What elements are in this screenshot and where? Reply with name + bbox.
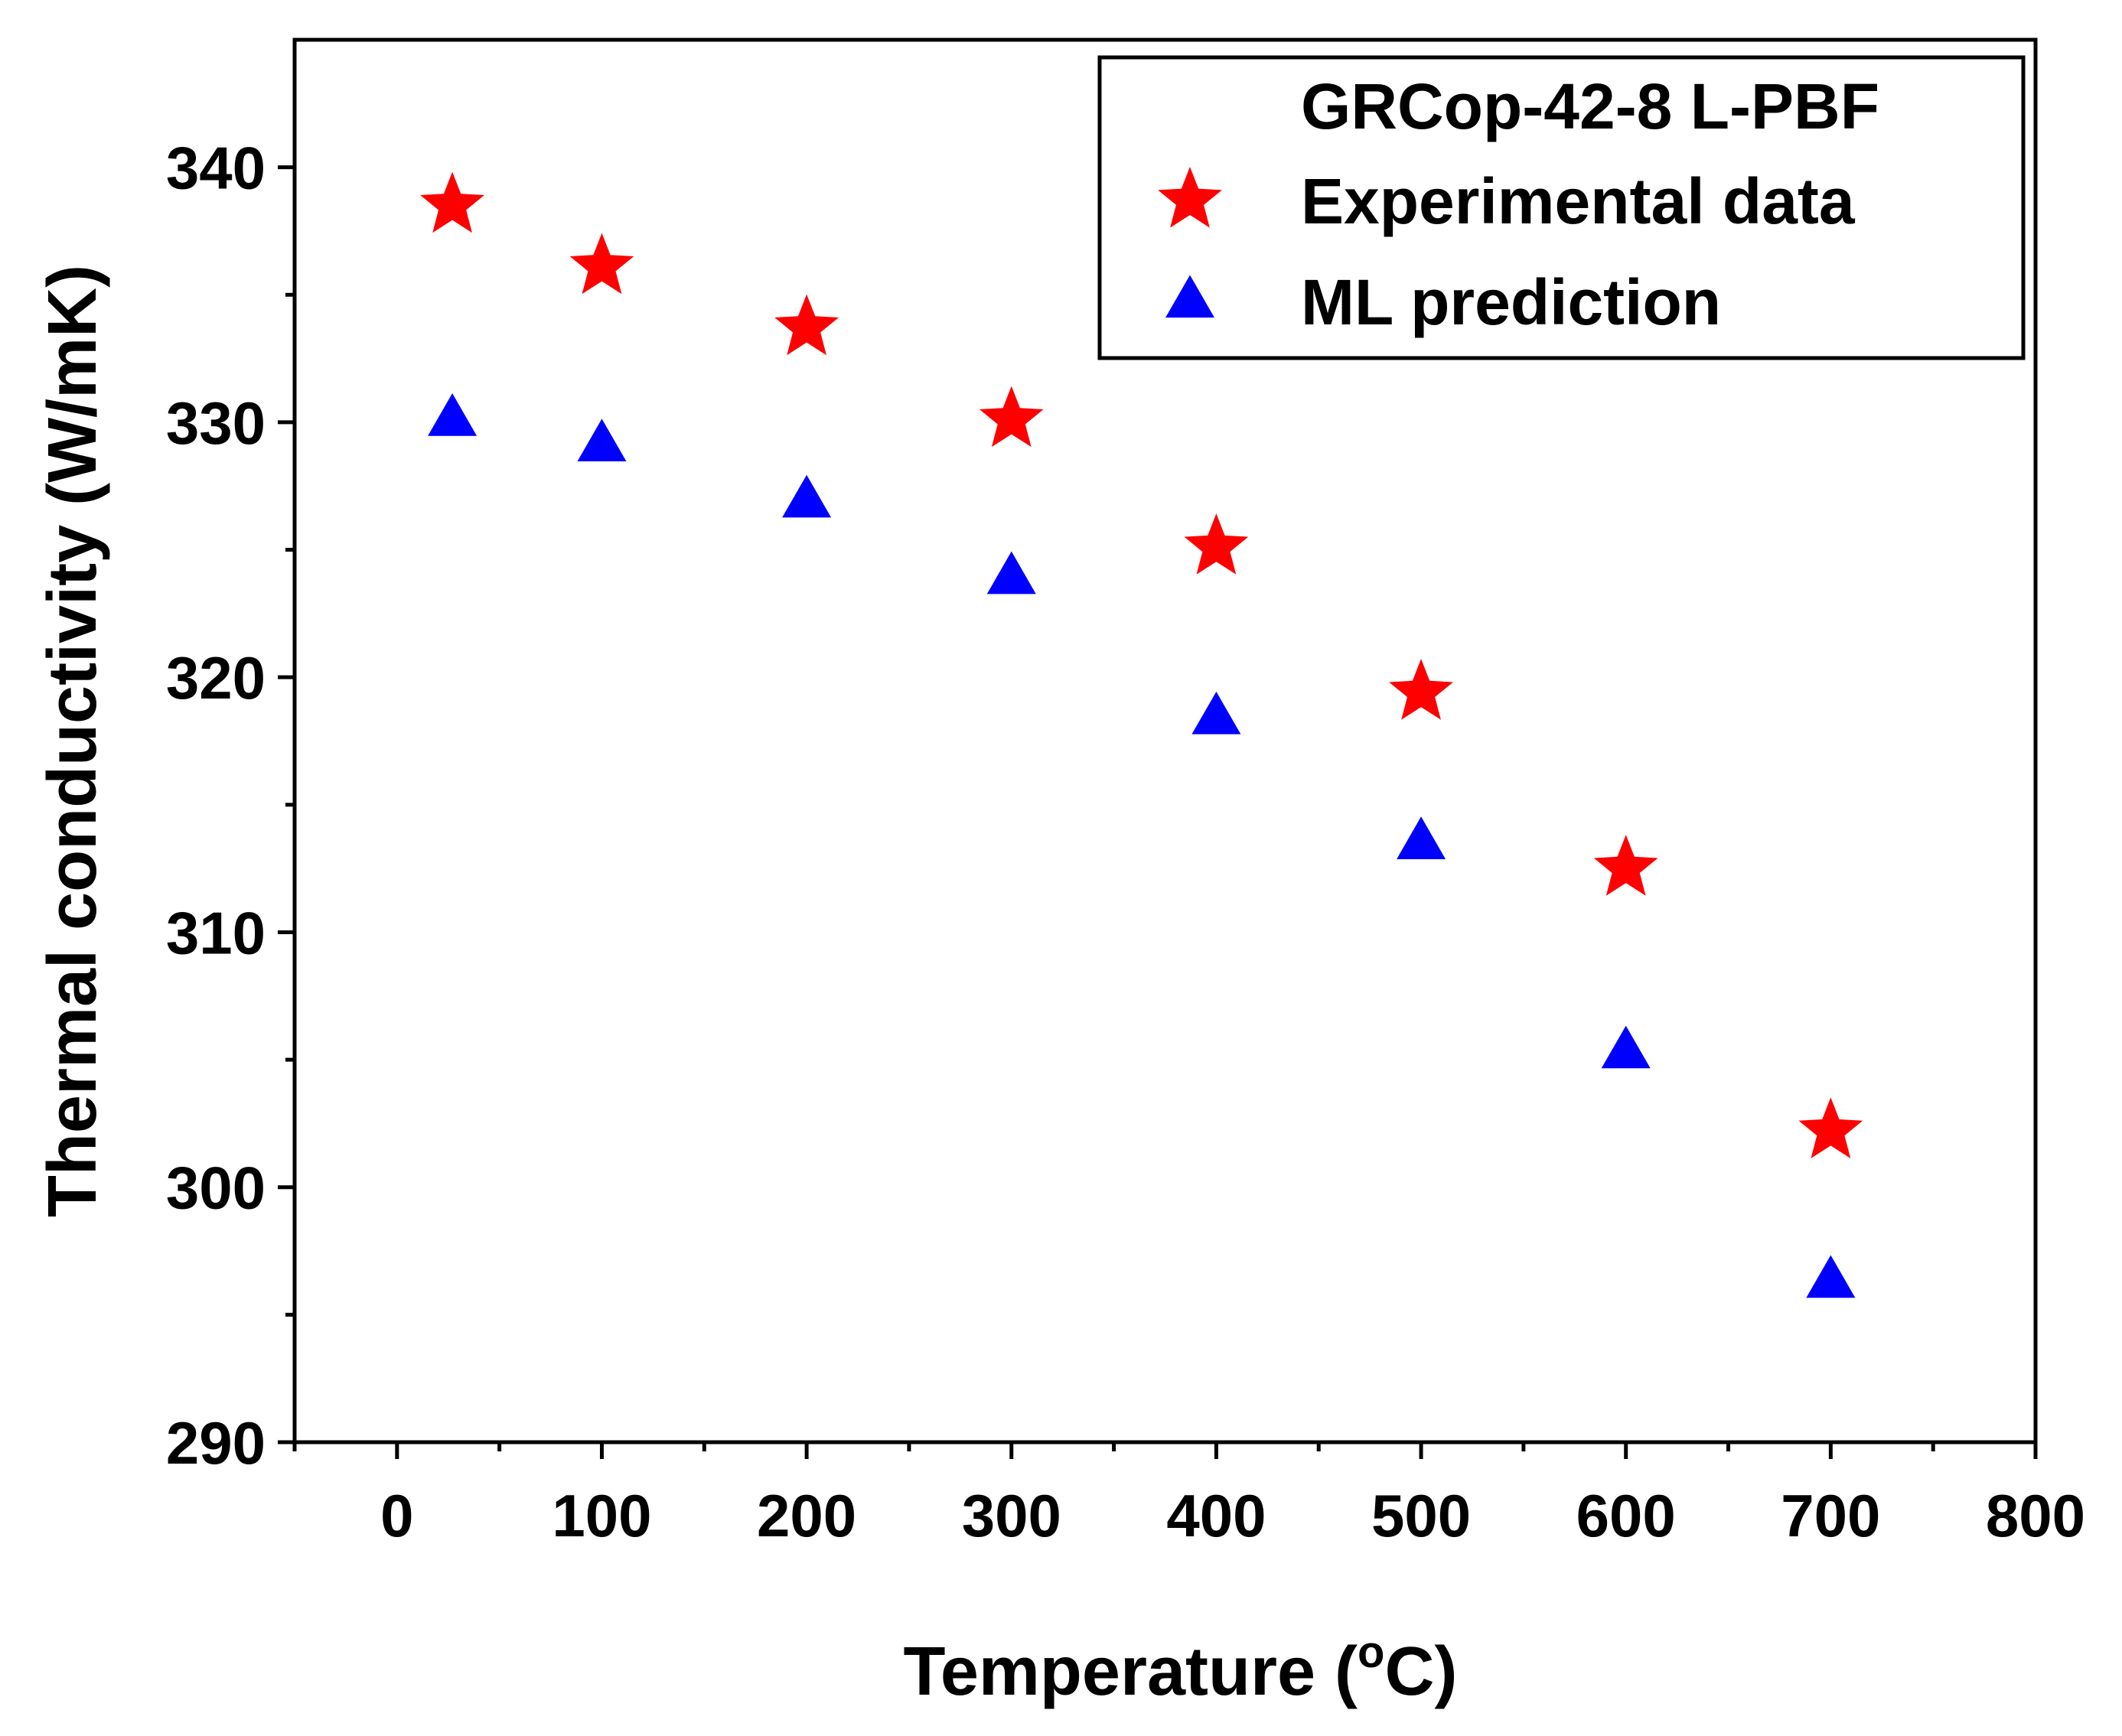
legend-title: GRCop-42-8 L-PBF <box>1301 70 1879 142</box>
legend-marker-triangle <box>1165 275 1214 318</box>
legend-label: ML prediction <box>1301 266 1721 338</box>
series-experimental-data <box>420 171 1863 1158</box>
x-tick-label: 400 <box>1166 1482 1266 1549</box>
y-axis: 290 300 310 320 330 340 <box>166 135 295 1477</box>
legend-label: Experimental data <box>1301 165 1856 237</box>
x-tick-label: 100 <box>552 1482 651 1549</box>
y-tick-label: 310 <box>166 899 266 966</box>
experimental-point <box>1389 659 1453 720</box>
y-tick-label: 300 <box>166 1155 266 1222</box>
ml-prediction-point <box>1397 816 1446 859</box>
experimental-point <box>774 294 839 356</box>
x-tick-label: 500 <box>1371 1482 1471 1549</box>
legend: GRCop-42-8 L-PBF Experimental data ML pre… <box>1097 55 2026 360</box>
ml-prediction-point <box>1191 691 1241 734</box>
ml-prediction-point <box>782 474 832 518</box>
x-tick-label: 800 <box>1986 1482 2085 1549</box>
data-series <box>420 171 1863 1298</box>
x-axis: 0 100 200 300 400 500 600 700 800 <box>292 1442 2085 1549</box>
x-tick-label: 200 <box>757 1482 856 1549</box>
experimental-point <box>420 171 484 233</box>
y-tick-label: 340 <box>166 135 266 202</box>
ml-prediction-point <box>986 551 1036 594</box>
plot-frame <box>292 37 2038 1444</box>
ml-prediction-point <box>1601 1025 1651 1069</box>
series-ml-prediction <box>428 393 1856 1298</box>
y-axis-title: Thermal conductivity (W/mK) <box>34 265 111 1217</box>
plot-area-frame <box>292 37 2038 1444</box>
experimental-point <box>569 233 634 295</box>
experimental-point <box>979 386 1044 448</box>
y-tick-label: 320 <box>166 644 266 712</box>
x-tick-label: 700 <box>1781 1482 1880 1549</box>
y-tick-label: 330 <box>166 389 266 457</box>
ml-prediction-point <box>577 419 627 462</box>
x-tick-label: 300 <box>962 1482 1061 1549</box>
x-tick-label: 0 <box>380 1482 413 1549</box>
legend-marker-star <box>1158 167 1222 228</box>
experimental-point <box>1593 835 1658 896</box>
ml-prediction-point <box>428 393 478 436</box>
experimental-point <box>1184 513 1249 575</box>
x-tick-label: 600 <box>1576 1482 1676 1549</box>
legend-box <box>1097 55 2026 360</box>
experimental-point <box>1798 1097 1863 1158</box>
x-axis-title: Temperature (oC) <box>904 1627 1458 1710</box>
y-tick-label: 290 <box>166 1409 266 1477</box>
ml-prediction-point <box>1806 1255 1856 1298</box>
